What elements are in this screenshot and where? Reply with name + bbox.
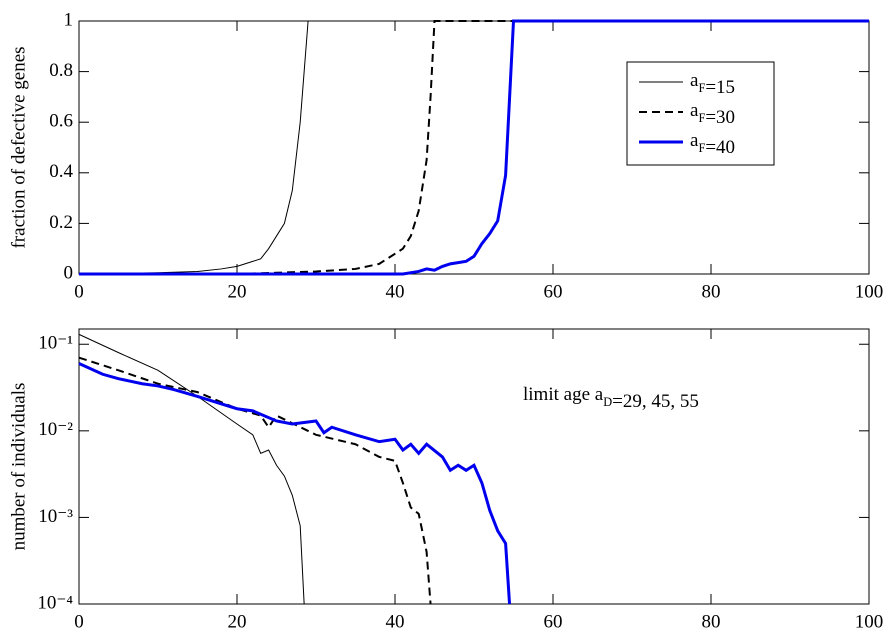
line <box>79 20 869 275</box>
line <box>78 333 305 605</box>
legend-label: aF=30 <box>690 100 735 128</box>
x-tick-label: 0 <box>74 611 84 628</box>
x-tick-label: 80 <box>702 281 721 302</box>
line <box>78 356 432 605</box>
y-tick-label: 10⁻¹ <box>38 333 73 354</box>
x-tick-label: 20 <box>228 611 247 628</box>
y-tick-label: 0.6 <box>49 111 73 132</box>
x-tick-label: 80 <box>702 611 721 628</box>
y-tick-label: 1 <box>64 9 74 30</box>
y-tick-label: 0 <box>64 262 74 283</box>
y-tick-label: 10⁻³ <box>38 506 73 527</box>
legend-label: aF=15 <box>690 70 735 98</box>
x-tick-label: 20 <box>228 281 247 302</box>
y-axis-label: fraction of defective genes <box>8 46 29 248</box>
x-tick-label: 40 <box>386 611 405 628</box>
x-tick-label: 100 <box>855 611 884 628</box>
legend-box <box>626 61 775 166</box>
plot-frame <box>78 328 870 605</box>
x-tick-label: 60 <box>544 281 563 302</box>
line <box>78 362 512 605</box>
y-tick-label: 0.8 <box>49 60 73 81</box>
y-tick-label: 0.4 <box>49 161 73 182</box>
y-tick-label: 0.2 <box>49 212 73 233</box>
y-tick-label: 10⁻⁴ <box>37 592 73 613</box>
x-tick-label: 100 <box>855 281 884 302</box>
y-axis-label: number of individuals <box>8 383 29 551</box>
line <box>78 20 869 275</box>
x-tick-label: 0 <box>74 281 84 302</box>
annotation: limit age aD=29, 45, 55 <box>523 384 699 412</box>
y-tick-label: 10⁻² <box>38 419 73 440</box>
x-tick-label: 60 <box>544 611 563 628</box>
x-tick-label: 40 <box>386 281 405 302</box>
legend-label: aF=40 <box>690 130 735 158</box>
line <box>79 19 869 276</box>
